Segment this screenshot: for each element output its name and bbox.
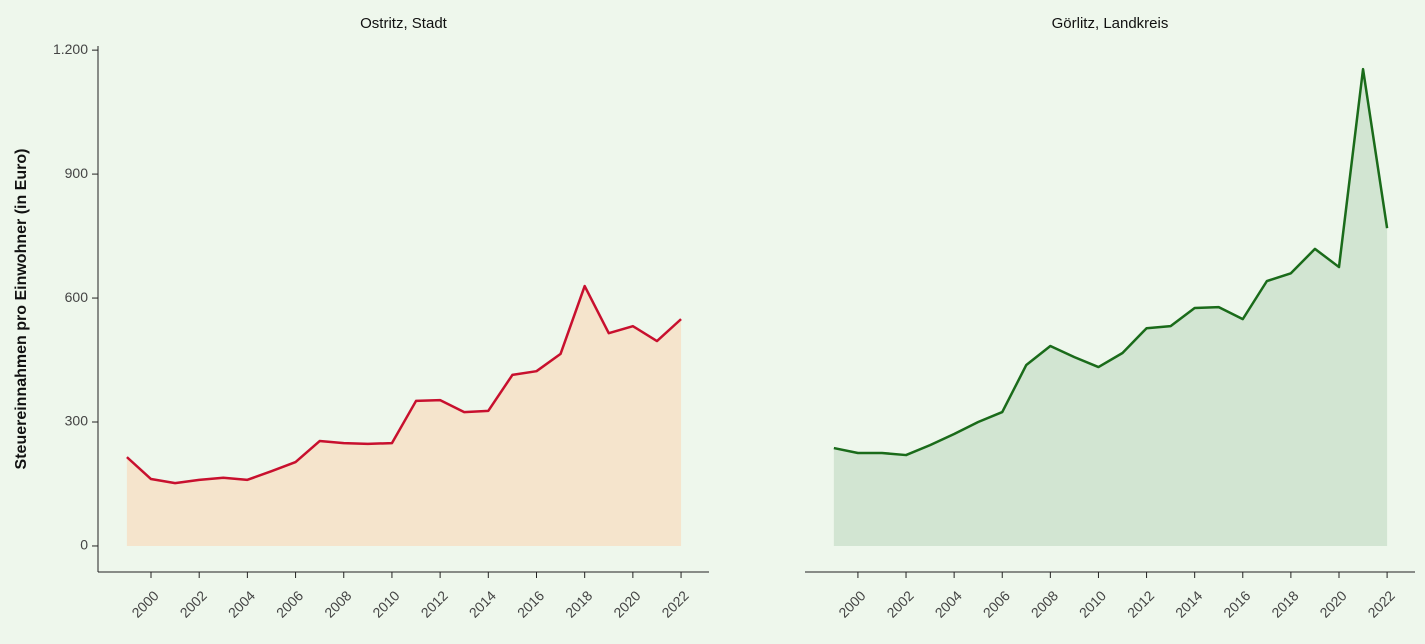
panel-title: Ostritz, Stadt: [360, 15, 448, 32]
y-tick-label: 600: [65, 289, 89, 305]
panel-title: Görlitz, Landkreis: [1052, 15, 1169, 32]
line: [833, 67, 1389, 457]
area-fill: [126, 286, 682, 546]
y-axis-label: Steuereinnahmen pro Einwohner (in Euro): [13, 149, 30, 470]
y-tick-label: 300: [65, 413, 89, 429]
y-tick-label: 900: [65, 165, 89, 181]
y-tick-label: 1.200: [53, 41, 88, 57]
area-fill: [833, 69, 1388, 546]
line: [126, 284, 682, 485]
y-tick-label: 0: [80, 537, 88, 553]
